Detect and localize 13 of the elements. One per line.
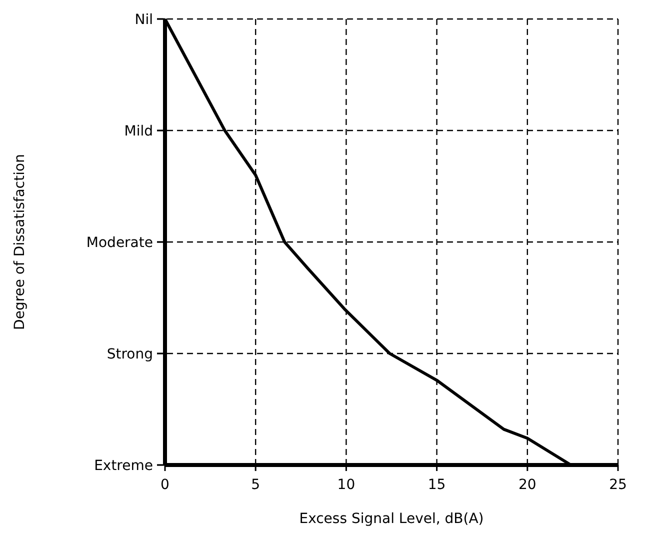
x-tick-label: 25: [609, 477, 627, 493]
text: Moderate: [86, 234, 153, 251]
text: Degree of Dissatisfaction: [12, 154, 28, 330]
text: Extreme: [94, 458, 153, 474]
text: Mild: [124, 123, 153, 140]
x-axis-title: Excess Signal Level, dB(A): [299, 511, 484, 527]
text: Strong: [106, 346, 153, 362]
x-tick-label: 5: [251, 477, 260, 493]
x-tick-label: 10: [337, 477, 356, 493]
x-tick-label: 15: [428, 477, 446, 493]
x-tick-label: 0: [160, 477, 170, 493]
text: Nil: [134, 12, 153, 28]
x-tick-label: 20: [518, 477, 536, 493]
